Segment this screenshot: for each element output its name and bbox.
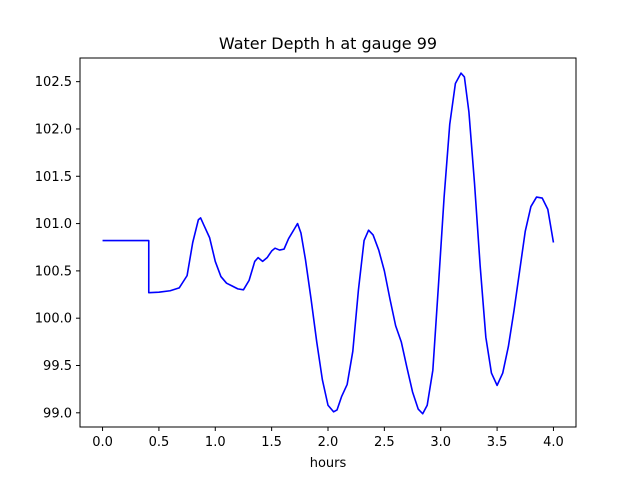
x-tick-label: 2.0 (318, 435, 339, 450)
y-tick-label: 100.0 (35, 312, 72, 327)
y-tick-label: 102.5 (35, 75, 72, 90)
series-line (102, 72, 555, 415)
y-tick-label: 102.0 (35, 122, 72, 137)
y-tick-label: 99.0 (43, 406, 72, 421)
x-tick-label: 0.0 (92, 435, 113, 450)
y-tick-label: 99.5 (43, 359, 72, 374)
x-tick-label: 0.5 (149, 435, 170, 450)
x-tick-label: 1.0 (205, 435, 226, 450)
x-tick-label: 4.0 (543, 435, 564, 450)
y-axis: 99.0 99.5 100.0 100.5 101.0 101.5 102.0 102.5 (35, 75, 80, 421)
x-tick-label: 3.0 (430, 435, 451, 450)
x-axis: 0.0 0.5 1.0 1.5 2.0 2.5 3.0 3.5 4.0 (92, 427, 564, 450)
y-tick-label: 100.5 (35, 264, 72, 279)
x-tick-label: 1.5 (261, 435, 282, 450)
x-tick-label: 3.5 (487, 435, 508, 450)
y-tick-label: 101.5 (35, 170, 72, 185)
x-axis-label: hours (310, 456, 347, 471)
y-tick-label: 101.0 (35, 217, 72, 232)
chart-title: Water Depth h at gauge 99 (219, 34, 437, 53)
x-tick-label: 2.5 (374, 435, 395, 450)
